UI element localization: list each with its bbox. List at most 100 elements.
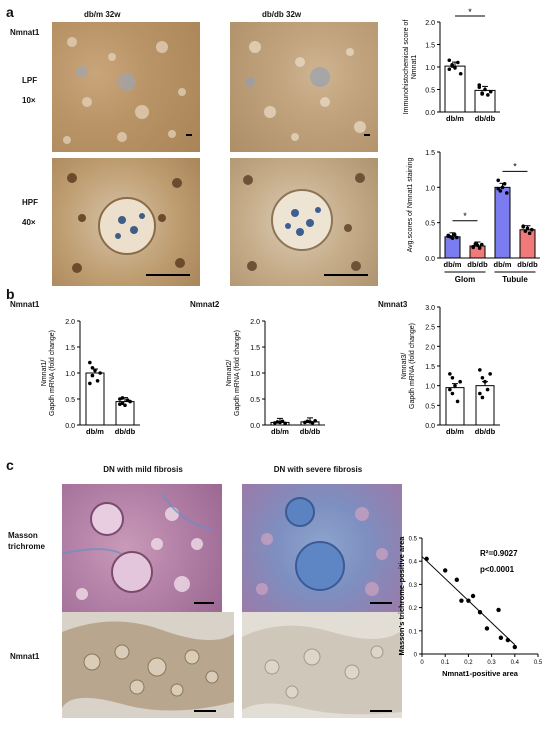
data-point xyxy=(458,71,463,76)
data-point xyxy=(488,89,493,94)
group-label: Tubule xyxy=(502,275,528,284)
y-tick-label: 2.0 xyxy=(425,344,435,351)
y-tick-label: 1.5 xyxy=(250,345,260,352)
data-point xyxy=(485,387,490,392)
data-point xyxy=(128,399,132,404)
y-axis-label: Nmnat1/Gapdh mRNA (fold change) xyxy=(41,330,56,416)
data-point xyxy=(483,87,487,92)
y-tick-label: 1.5 xyxy=(65,345,75,352)
micrograph-dbm-hpf xyxy=(52,158,200,286)
y-tick-label: 1.0 xyxy=(425,65,435,72)
data-point xyxy=(470,593,476,599)
x-axis-label: Nmnat1-positive area xyxy=(442,669,519,678)
category-label: db/m xyxy=(446,427,464,436)
y-tick-label: 0.0 xyxy=(65,423,75,430)
hpf-label: HPF xyxy=(22,198,38,207)
y-tick-label: 1.0 xyxy=(425,185,435,192)
col-label-dbdb: db/db 32w xyxy=(262,10,302,19)
y-tick-label: 0.5 xyxy=(425,88,435,95)
category-label: db/m xyxy=(86,427,104,436)
chart-avg-score: 0.0 0.5 1.0 1.5 Avg.scores of Nmnat1 stainin… xyxy=(407,150,540,284)
data-point xyxy=(458,379,462,384)
data-point xyxy=(90,366,95,370)
y-tick-label: 0.5 xyxy=(409,537,418,543)
x-tick-label: 0.4 xyxy=(511,660,520,666)
data-point xyxy=(521,225,526,229)
y-tick-label: 3.0 xyxy=(425,305,435,312)
data-point xyxy=(313,419,317,423)
x-tick-label: 0.1 xyxy=(441,660,450,666)
significance-star: * xyxy=(513,161,517,171)
data-point xyxy=(504,191,509,195)
data-point xyxy=(455,399,460,404)
data-point xyxy=(527,231,532,236)
bar xyxy=(494,186,511,259)
bar xyxy=(519,229,536,259)
y-tick-label: 0.0 xyxy=(425,256,435,263)
data-point xyxy=(448,387,452,392)
panel-label-c: c xyxy=(6,457,14,473)
bar xyxy=(85,372,105,426)
category-label: db/db xyxy=(300,427,321,436)
y-tick-label: 0.5 xyxy=(425,221,435,228)
data-point xyxy=(512,644,517,650)
hpf-magnification: 40× xyxy=(22,218,36,227)
b-title-nmnat1: Nmnat1 xyxy=(10,300,40,309)
y-tick-label: 0.3 xyxy=(409,583,418,589)
chart-correlation: 0 0.1 0.2 0.3 0.4 0.5 0 0.1 0.2 0.3 0.4 0.5 R²=0.902… xyxy=(397,536,543,678)
data-point xyxy=(480,92,484,96)
c-col-severe: DN with severe fibrosis xyxy=(273,465,363,474)
data-point xyxy=(123,403,127,408)
lpf-magnification: 10× xyxy=(22,96,36,105)
group-label: Glom xyxy=(455,275,475,284)
bar xyxy=(115,401,135,426)
chart-ihc-score: 0.0 0.5 1.0 1.5 2.0 Immunohistochemical score… xyxy=(403,8,500,123)
c-row-nmnat1: Nmnat1 xyxy=(10,652,40,661)
y-tick-label: 2.5 xyxy=(425,325,435,332)
y-tick-label: 0.4 xyxy=(409,560,418,566)
y-tick-label: 0.5 xyxy=(250,397,260,404)
y-tick-label: 0.0 xyxy=(250,423,260,430)
data-point xyxy=(448,372,452,376)
micrograph-dbdb-lpf xyxy=(230,22,378,152)
data-point xyxy=(453,383,457,388)
chart-nmnat3-mrna: 0.0 0.5 1.0 1.5 2.0 2.5 3.0 Nmnat3/Gapdh mRNA (… xyxy=(401,305,500,436)
data-point xyxy=(471,244,476,249)
significance-star: * xyxy=(468,8,472,17)
bar xyxy=(474,89,496,113)
panel-label-b: b xyxy=(6,286,15,302)
data-point xyxy=(466,598,471,603)
data-point xyxy=(525,226,530,231)
data-point xyxy=(484,626,490,631)
y-tick-label: 2.0 xyxy=(425,20,435,27)
data-point xyxy=(523,229,528,233)
x-tick-label: 0.3 xyxy=(487,660,496,666)
y-tick-label: 0.5 xyxy=(65,397,75,404)
significance-star: * xyxy=(463,211,467,221)
y-tick-label: 0.2 xyxy=(409,606,418,612)
data-point xyxy=(478,391,482,396)
annotation-r2: R²=0.9027 xyxy=(480,549,518,558)
y-axis-label: Nmnat3/Gapdh mRNA (fold change) xyxy=(401,323,416,409)
data-point xyxy=(478,368,482,372)
data-point xyxy=(500,185,505,190)
y-axis-label: Masson's trichrome-positive area xyxy=(397,536,406,656)
y-tick-label: 1.5 xyxy=(425,150,435,157)
annotation-p: p<0.0001 xyxy=(480,565,515,574)
y-tick-label: 1.5 xyxy=(425,43,435,50)
x-tick-label: 0.5 xyxy=(534,660,543,666)
col-label-dbm: db/m 32w xyxy=(84,10,121,19)
data-point xyxy=(452,232,457,237)
chart-nmnat1-mrna: 0.0 0.5 1.0 1.5 2.0 Nmnat1/Gapdh mRNA (fold c… xyxy=(41,319,140,436)
data-point xyxy=(496,186,501,191)
data-point xyxy=(477,246,482,250)
panel-label-a: a xyxy=(6,4,14,20)
data-point xyxy=(477,85,482,90)
data-point xyxy=(505,637,511,643)
y-tick-label: 1.0 xyxy=(65,371,75,378)
data-point xyxy=(488,372,492,376)
x-tick-label: 0.2 xyxy=(464,660,473,666)
data-point xyxy=(280,419,285,424)
data-point xyxy=(443,568,448,573)
y-tick-label: 1.0 xyxy=(250,371,260,378)
